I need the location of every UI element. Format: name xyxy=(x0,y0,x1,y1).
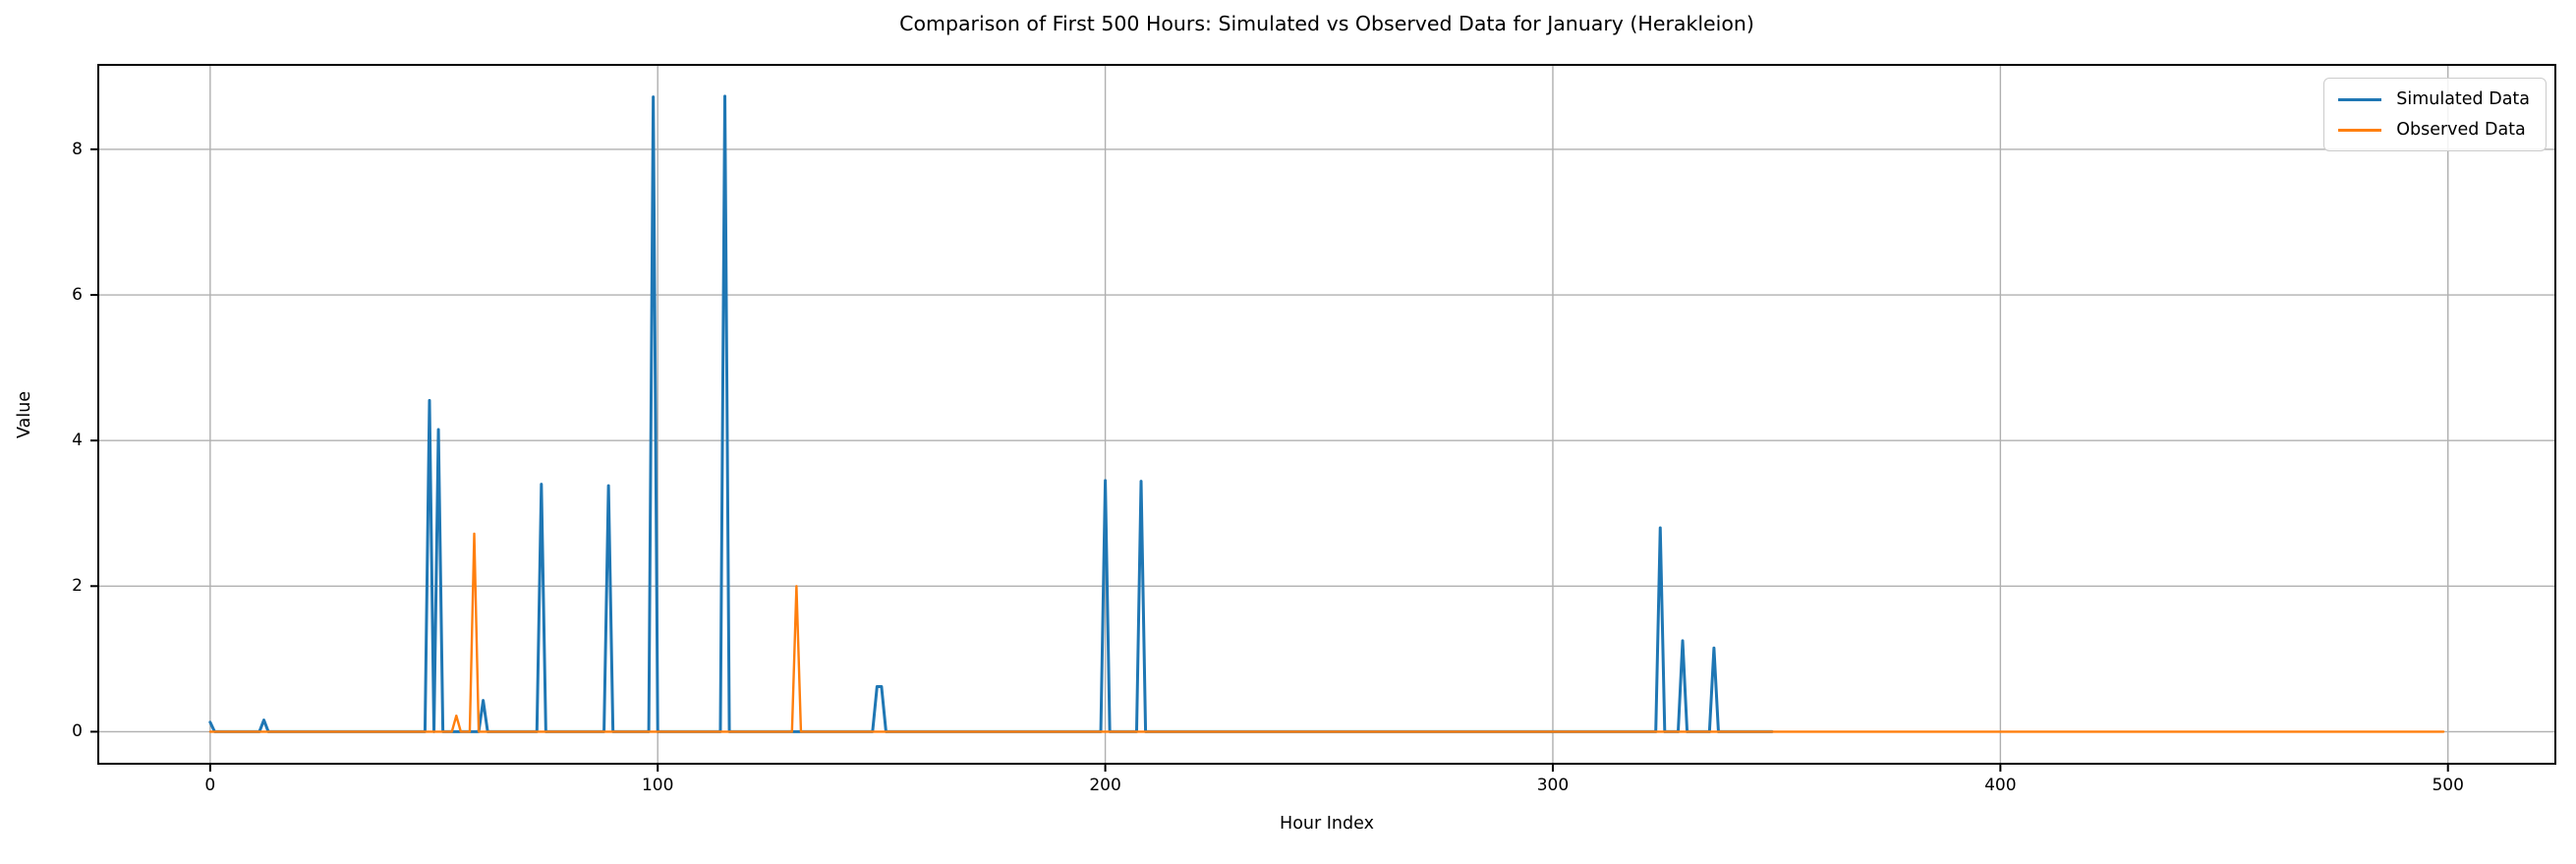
axes-spines xyxy=(97,64,2556,765)
x-tick-label: 400 xyxy=(1984,776,2017,795)
simulated-line-swatch xyxy=(2338,97,2382,101)
x-tick-label: 200 xyxy=(1089,776,1121,795)
y-tick-label: 6 xyxy=(72,285,83,306)
observed-line-swatch xyxy=(2338,128,2382,132)
x-axis-label: Hour Index xyxy=(1280,814,1374,834)
y-tick-label: 4 xyxy=(72,431,83,451)
y-tick-label: 8 xyxy=(72,139,83,159)
legend-label-observed: Observed Data xyxy=(2396,120,2526,140)
x-tick-label: 300 xyxy=(1536,776,1570,795)
x-tick-label: 500 xyxy=(2432,776,2464,795)
legend-item-simulated: Simulated Data xyxy=(2338,89,2530,109)
legend: Simulated Data Observed Data xyxy=(2323,78,2547,151)
plot-area xyxy=(90,64,2556,772)
y-tick-label: 2 xyxy=(72,576,83,597)
legend-item-observed: Observed Data xyxy=(2338,120,2530,140)
x-tick-label: 0 xyxy=(204,776,216,795)
x-tick-label: 100 xyxy=(641,776,674,795)
observed-data-line xyxy=(208,532,2445,733)
plot-svg xyxy=(90,64,2556,772)
y-tick-label: 0 xyxy=(72,721,83,742)
legend-label-simulated: Simulated Data xyxy=(2396,89,2530,109)
chart-title: Comparison of First 500 Hours: Simulated… xyxy=(899,12,1754,35)
